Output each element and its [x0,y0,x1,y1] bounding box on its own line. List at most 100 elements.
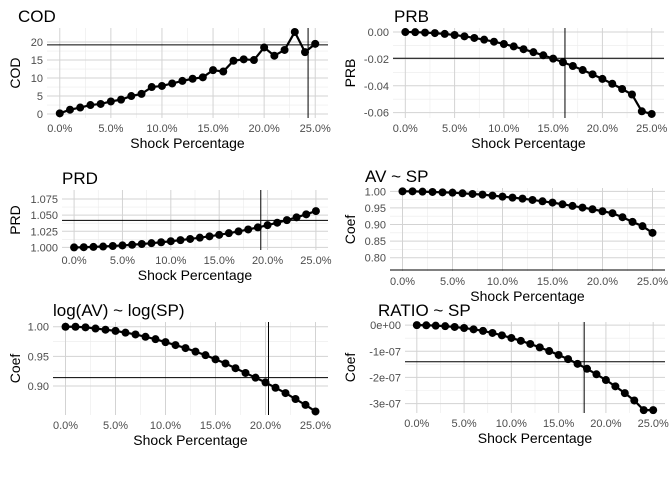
data-point [608,79,617,88]
data-point [421,28,430,37]
x-tick-label: 20.0% [252,255,283,267]
x-tick-label: 20.0% [587,276,618,288]
y-tick-label: 0.80 [365,253,386,265]
x-axis-label: Shock Percentage [133,432,248,448]
data-point [181,344,190,353]
data-point [239,55,248,64]
data-point [101,325,110,334]
data-point [261,378,270,387]
data-point [201,351,210,360]
panel-title: AV ~ SP [365,167,428,186]
data-point [498,192,507,201]
data-point [588,205,597,214]
data-point [412,321,421,330]
y-axis-label: Coef [342,353,358,383]
x-axis-label: Shock Percentage [138,267,253,283]
data-point [630,396,639,405]
data-point [529,48,538,57]
data-point [578,203,587,212]
data-point [137,89,146,98]
data-point [637,107,646,116]
data-point [224,229,233,238]
chart-panel-1: COD 0.0% 5.0% 10.0% 15.0% 20.0% 25.0% 0 5 10 15 20 S… [7,7,331,151]
data-point [273,218,282,227]
x-tick-label: 5.0% [103,420,128,432]
x-tick-label: 25.0% [300,420,331,432]
x-axis-label: Shock Percentage [130,135,245,151]
x-tick-label: 15.0% [537,276,568,288]
data-point [282,216,291,225]
y-tick-label: 0.00 [368,27,389,39]
data-point [234,227,243,236]
x-tick-label: 10.0% [150,420,181,432]
data-point [161,338,170,347]
data-point [568,201,577,210]
panel-title: RATIO ~ SP [378,301,471,320]
data-point [81,323,90,332]
y-tick-label: 10 [31,73,43,85]
chart-panel-3: PRD 0.0% 5.0% 10.0% 15.0% 20.0% 25.0% 1.000 1.02… [7,169,332,283]
data-point [440,29,449,38]
x-tick-label: 5.0% [98,123,123,135]
data-point [638,222,647,231]
data-point [438,188,447,197]
y-tick-label: 20 [31,37,43,49]
data-point [188,74,197,83]
data-point [147,83,156,92]
data-point [518,194,527,203]
x-tick-label: 25.0% [636,123,667,135]
data-point [608,209,617,218]
data-point [620,389,629,398]
data-point [422,321,431,330]
data-point [488,328,497,337]
data-point [401,28,410,37]
data-point [292,213,301,222]
data-point [76,103,85,112]
y-axis-label: PRD [7,205,23,235]
x-tick-label: 5.0% [452,418,477,430]
chart-panel-4: AV ~ SP 0.0% 5.0% 10.0% 15.0% 20.0% 25.0% 0.80 0… [342,167,668,304]
y-tick-label: -0.02 [364,54,389,66]
data-point [558,200,567,209]
data-point [431,321,440,330]
data-point [460,32,469,41]
x-tick-label: 0.0% [390,276,415,288]
data-point [280,45,289,54]
data-point [211,355,220,364]
y-tick-label: 0.95 [28,351,49,363]
data-point [178,76,187,85]
x-tick-label: 0.0% [393,123,418,135]
data-point [71,322,80,331]
y-tick-label: -0.04 [364,81,389,93]
x-tick-label: 0.0% [404,418,429,430]
data-point [618,84,627,93]
data-point [301,48,310,57]
x-tick-label: 20.0% [249,123,280,135]
y-tick-label: 0.90 [365,220,386,232]
data-point [260,43,269,52]
x-tick-label: 25.0% [637,276,668,288]
data-point [270,51,279,60]
data-point [229,56,238,65]
data-point [573,359,582,368]
data-point [648,228,657,237]
data-point [157,238,166,247]
data-point [418,187,427,196]
data-point [244,225,253,234]
y-tick-label: 0.95 [365,203,386,215]
data-point [186,234,195,243]
data-point [639,406,648,415]
y-tick-label: 1.00 [365,186,386,198]
data-point [539,51,548,60]
data-point [508,193,517,202]
data-point [558,58,567,67]
data-point [127,92,136,101]
data-point [205,232,214,241]
data-point [128,240,137,249]
data-point [430,29,439,38]
data-point [195,233,204,242]
data-point [469,325,478,334]
data-point [478,190,487,199]
